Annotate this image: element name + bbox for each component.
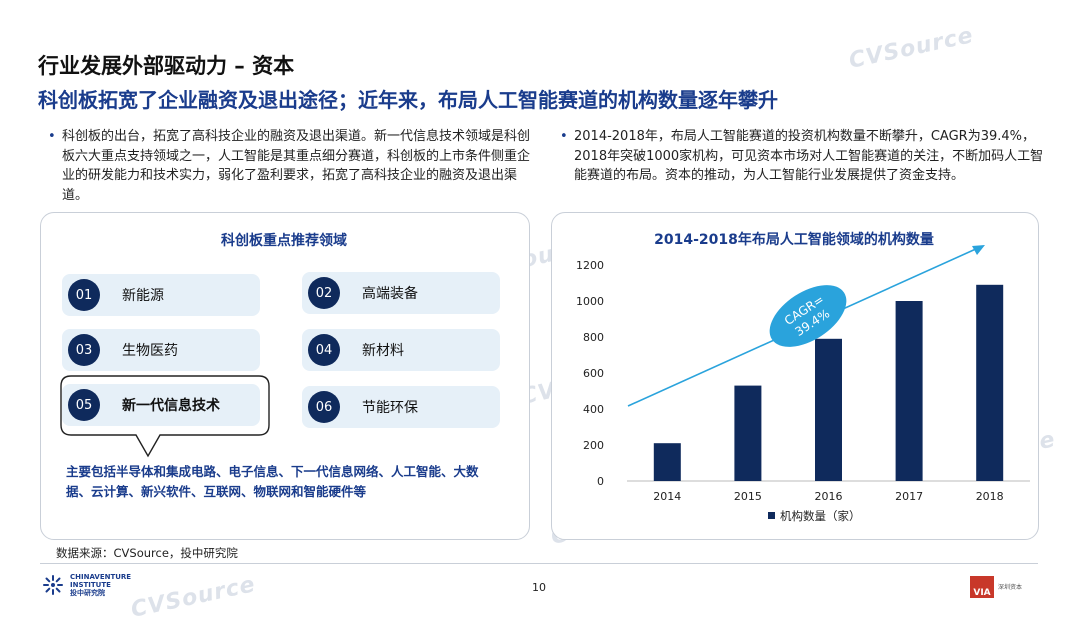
cagr-ellipse: [769, 285, 847, 347]
x-tick-label: 2016: [815, 490, 843, 503]
footer-divider: [40, 563, 1038, 564]
legend-swatch: [768, 512, 775, 519]
star-market-panel-title: 科创板重点推荐领域: [221, 233, 347, 249]
sector-number: 04: [308, 334, 340, 366]
left-bullet: • 科创板的出台，拓宽了高科技企业的融资及退出渠道。新一代信息技术领域是科创板六…: [48, 127, 540, 205]
page-subtitle: 科创板拓宽了企业融资及退出途径；近年来，布局人工智能赛道的机构数量逐年攀升: [38, 88, 778, 112]
sector-label: 生物医药: [122, 343, 178, 359]
sector-label: 新能源: [122, 288, 164, 304]
page-title: 行业发展外部驱动力 – 资本: [38, 54, 295, 78]
x-tick-label: 2018: [976, 490, 1004, 503]
sector-number: 02: [308, 277, 340, 309]
y-tick-label: 600: [583, 367, 604, 380]
sector-number: 06: [308, 391, 340, 423]
y-tick-label: 1200: [576, 259, 604, 272]
bar: [653, 443, 681, 481]
chart-panel: [551, 212, 1039, 540]
y-tick-label: 1000: [576, 295, 604, 308]
partner-logo-text: 深圳资本: [998, 583, 1023, 591]
bar: [734, 385, 762, 481]
right-bullet: • 2014-2018年，布局人工智能赛道的投资机构数量不断攀升，CAGR为39…: [560, 127, 1046, 186]
chinaventure-logo: CHINAVENTURE INSTITUTE 投中研究院: [42, 573, 131, 597]
sector-label: 新材料: [362, 343, 404, 359]
sector-description: 主要包括半导体和集成电路、电子信息、下一代信息网络、人工智能、大数据、云计算、新…: [66, 464, 479, 499]
right-bullet-text: 2014-2018年，布局人工智能赛道的投资机构数量不断攀升，CAGR为39.4…: [574, 129, 1044, 183]
page-number: 10: [532, 581, 546, 594]
bullet-dot-icon: •: [48, 129, 56, 144]
partner-logo-box: VIA: [970, 576, 994, 598]
bar: [976, 284, 1004, 481]
bar-chart: 0 200 400 600 800 1000 1200 2014 2015 2016 2017 201…: [576, 245, 1030, 523]
y-tick-label: 800: [583, 331, 604, 344]
x-tick-label: 2014: [653, 490, 681, 503]
bullet-dot-icon: •: [560, 129, 568, 144]
sector-label: 高端装备: [362, 286, 418, 302]
x-tick-label: 2017: [895, 490, 923, 503]
chart-title: 2014-2018年布局人工智能领域的机构数量: [654, 232, 934, 248]
data-source: 数据来源：CVSource，投中研究院: [56, 546, 238, 560]
x-tick-label: 2015: [734, 490, 762, 503]
sector-item-03: 03 生物医药: [62, 329, 260, 371]
sector-number: 05: [68, 389, 100, 421]
sector-number: 03: [68, 334, 100, 366]
left-bullet-text: 科创板的出台，拓宽了高科技企业的融资及退出渠道。新一代信息技术领域是科创板六大重…: [62, 129, 531, 203]
sector-number: 01: [68, 279, 100, 311]
sector-item-04: 04 新材料: [302, 329, 500, 371]
sector-item-05: 05 新一代信息技术: [62, 384, 260, 426]
bar: [895, 301, 923, 481]
y-tick-label: 0: [597, 475, 604, 488]
legend-label: 机构数量（家）: [780, 509, 861, 523]
y-tick-label: 200: [583, 439, 604, 452]
cagr-annotation: CAGR=39.4%: [769, 285, 847, 347]
bar: [815, 338, 842, 481]
sector-label: 新一代信息技术: [122, 398, 220, 414]
chinaventure-logo-text: CHINAVENTURE INSTITUTE 投中研究院: [70, 573, 132, 597]
y-tick-label: 400: [583, 403, 604, 416]
sector-item-06: 06 节能环保: [302, 386, 500, 428]
trend-arrow-head-icon: [972, 245, 985, 255]
sector-item-02: 02 高端装备: [302, 272, 500, 314]
chinaventure-logo-icon: [43, 575, 63, 595]
sector-label: 节能环保: [362, 400, 418, 416]
partner-logo: VIA 深圳资本: [970, 576, 1022, 598]
sector-item-01: 01 新能源: [62, 274, 260, 316]
